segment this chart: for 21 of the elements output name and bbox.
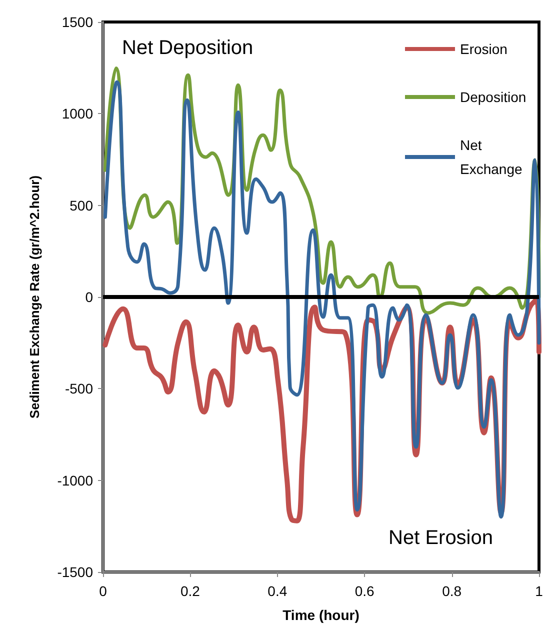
x-tick-label: 0.2 <box>180 583 200 599</box>
x-tick-label: 0.4 <box>268 583 288 599</box>
legend-label: Erosion <box>460 41 508 57</box>
y-tick-label: -1000 <box>57 472 94 488</box>
y-tick-label: 1500 <box>62 14 94 30</box>
y-axis-title: Sediment Exchange Rate (gr/m^2.hour) <box>27 175 42 419</box>
y-tick-label: 0 <box>85 289 94 305</box>
legend-label: Deposition <box>460 89 526 105</box>
x-tick-label: 0.8 <box>442 583 462 599</box>
y-tick-label: -500 <box>64 380 94 397</box>
x-tick-label: 0.6 <box>354 583 375 599</box>
x-tick-label: 0 <box>99 583 108 599</box>
x-tick-label: 1 <box>535 583 544 599</box>
y-tick-label: -1500 <box>57 564 94 580</box>
legend-label: Net Exchange <box>460 137 522 177</box>
annotation: Net Deposition <box>122 37 254 59</box>
line-series <box>103 80 541 519</box>
y-tick-label: 1000 <box>62 106 94 122</box>
annotation: Net Erosion <box>388 527 494 549</box>
y-tick-label: 500 <box>70 197 94 214</box>
x-axis-title: Time (hour) <box>282 607 360 623</box>
